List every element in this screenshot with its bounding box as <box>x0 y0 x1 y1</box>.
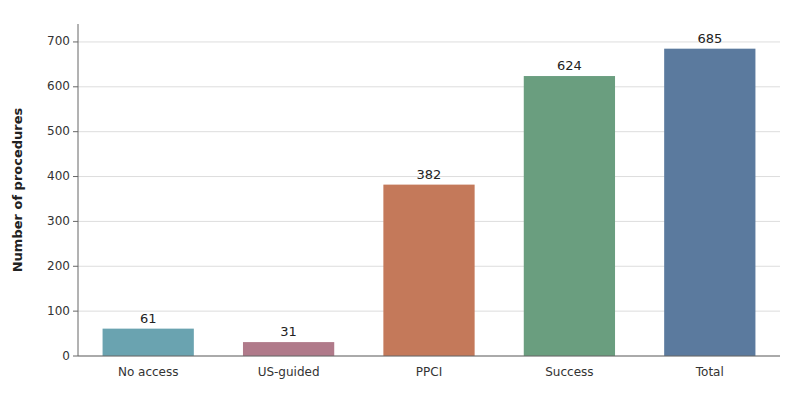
chart-svg: 0 100 200 300 400 500 600 700 61 31 382 624 685 No ac… <box>0 0 800 396</box>
data-label: 624 <box>557 58 582 73</box>
tick-mark <box>73 356 78 357</box>
tick-label: 200 <box>47 259 70 273</box>
grid-line <box>78 41 780 42</box>
tick-mark <box>73 131 78 132</box>
tick-mark <box>73 86 78 87</box>
y-axis: 0 100 200 300 400 500 600 700 <box>47 24 78 363</box>
y-axis-label: Number of procedures <box>10 107 25 272</box>
category-label: PPCI <box>416 365 442 379</box>
grid <box>78 42 780 356</box>
chart-container: 0 100 200 300 400 500 600 700 61 31 382 624 685 No ac… <box>0 0 800 396</box>
tick-label: 300 <box>47 214 70 228</box>
category-label: Total <box>695 365 724 379</box>
data-label: 382 <box>417 167 442 182</box>
bars <box>103 49 756 356</box>
bar <box>383 185 474 356</box>
x-axis: No access US-guided PPCI Success Total <box>118 365 724 379</box>
tick-label: 100 <box>47 304 70 318</box>
data-label: 61 <box>140 311 157 326</box>
tick-mark <box>73 41 78 42</box>
tick-label: 700 <box>47 34 70 48</box>
tick-mark <box>73 266 78 267</box>
category-label: US-guided <box>258 365 320 379</box>
y-axis-line <box>78 24 79 356</box>
tick-label: 600 <box>47 79 70 93</box>
category-label: Success <box>545 365 593 379</box>
tick-label: 500 <box>47 124 70 138</box>
tick-label: 0 <box>62 349 70 363</box>
tick-mark <box>73 176 78 177</box>
data-labels: 61 31 382 624 685 <box>140 31 722 339</box>
bar <box>243 342 334 356</box>
grid-line <box>78 356 780 357</box>
data-label: 31 <box>280 324 297 339</box>
data-label: 685 <box>697 31 722 46</box>
tick-mark <box>73 221 78 222</box>
tick-mark <box>73 311 78 312</box>
category-label: No access <box>118 365 179 379</box>
x-axis-line <box>78 356 780 357</box>
bar <box>524 76 615 356</box>
bar <box>664 49 755 356</box>
bar <box>103 329 194 356</box>
tick-label: 400 <box>47 169 70 183</box>
